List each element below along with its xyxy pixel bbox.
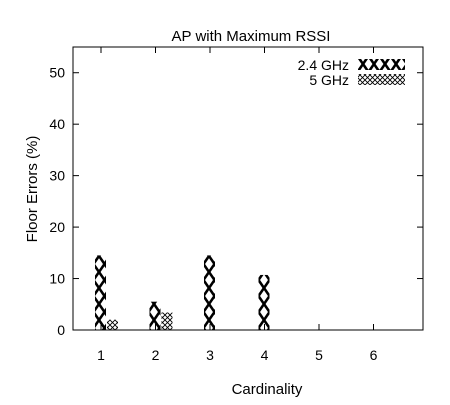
y-tick-label-50: 50 (49, 65, 65, 81)
legend-swatch-2-4ghz (358, 59, 405, 70)
bar-2-4ghz-2 (149, 301, 161, 330)
legend-swatch-5ghz (358, 74, 405, 85)
x-tick-label-4: 4 (261, 347, 269, 363)
x-axis-ticks: 1 2 3 4 5 6 (97, 47, 378, 363)
y-tick-label-10: 10 (49, 271, 65, 287)
bar-5ghz-1 (107, 319, 118, 330)
legend: 2.4 GHz 5 GHz (298, 57, 405, 88)
x-tick-label-6: 6 (370, 347, 378, 363)
x-tick-label-5: 5 (315, 347, 323, 363)
y-axis-ticks: 0 10 20 30 40 50 (49, 65, 423, 338)
bar-5ghz-2 (161, 312, 173, 330)
x-axis-label: Cardinality (232, 381, 303, 398)
y-tick-label-30: 30 (49, 168, 65, 184)
bar-2-4ghz-4 (258, 274, 270, 330)
x-tick-label-1: 1 (97, 347, 105, 363)
x-tick-label-2: 2 (152, 347, 160, 363)
legend-label-2-4ghz: 2.4 GHz (298, 57, 349, 73)
chart-title: AP with Maximum RSSI (172, 28, 331, 45)
legend-label-5ghz: 5 GHz (309, 72, 349, 88)
bar-2-4ghz-3 (204, 255, 215, 330)
y-tick-label-40: 40 (49, 116, 65, 132)
y-axis-label: Floor Errors (%) (24, 136, 41, 243)
y-tick-label-20: 20 (49, 219, 65, 235)
bar-2-4ghz-1 (95, 255, 106, 330)
plot-frame (72, 46, 424, 331)
y-tick-label-0: 0 (57, 322, 65, 338)
x-tick-label-3: 3 (206, 347, 214, 363)
bars-layer (95, 255, 270, 330)
